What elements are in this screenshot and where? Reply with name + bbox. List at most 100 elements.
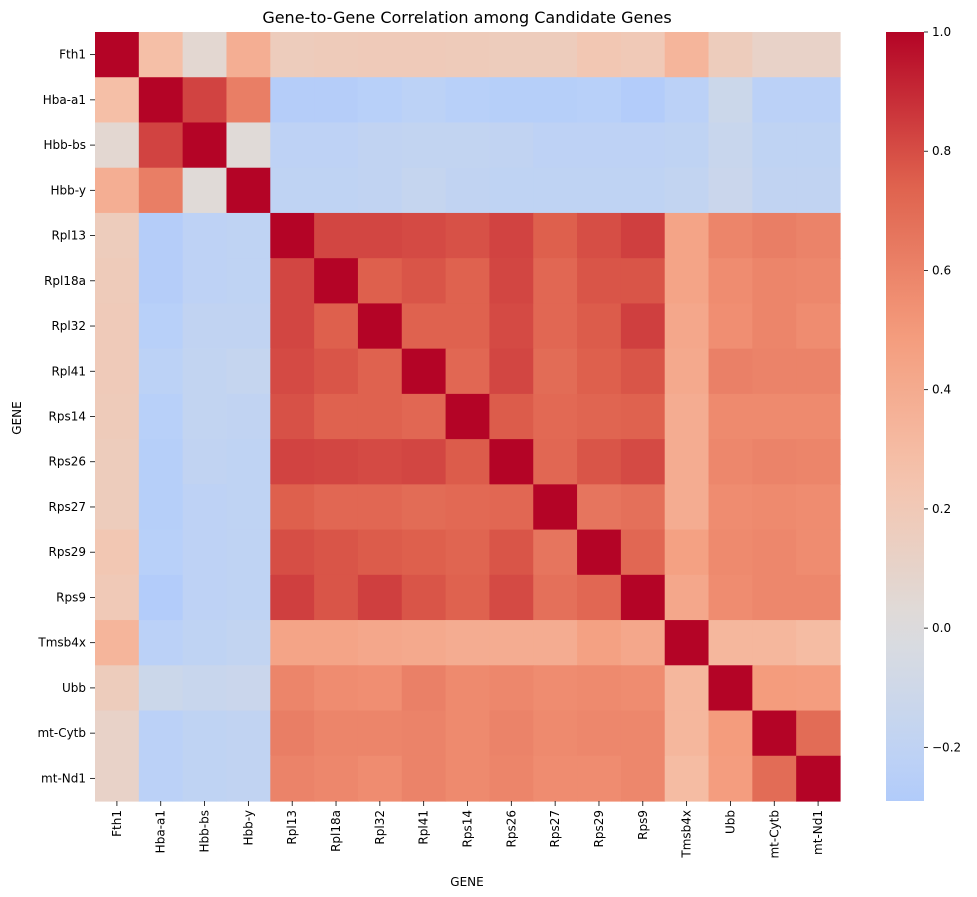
heatmap-cell [445, 529, 491, 576]
heatmap-cell [577, 348, 622, 395]
heatmap-cell [138, 212, 184, 259]
heatmap-cell [489, 484, 534, 531]
heatmap-cell [138, 710, 184, 757]
heatmap-cell [95, 620, 140, 666]
heatmap-cell [708, 348, 753, 395]
heatmap-cell [708, 529, 753, 576]
heatmap-cell [664, 620, 710, 666]
heatmap-cell [357, 393, 403, 440]
colorbar-tick-label: −0.2 [932, 740, 961, 754]
heatmap-cell [95, 167, 140, 214]
heatmap-cell [226, 529, 271, 576]
heatmap-cell [577, 665, 622, 712]
heatmap-cell [664, 303, 710, 350]
y-tick-label: Rps29 [49, 545, 86, 559]
heatmap-cell [708, 258, 753, 305]
heatmap-cell [138, 755, 184, 802]
heatmap-cell [270, 303, 315, 350]
heatmap-cell [664, 167, 710, 214]
heatmap-cell [577, 303, 622, 350]
heatmap-cell [226, 167, 271, 214]
heatmap-cell [796, 122, 841, 169]
x-tick-label: Hbb-bs [198, 810, 212, 852]
heatmap-cell [708, 32, 753, 78]
x-tick-label: Rpl41 [417, 810, 431, 845]
heatmap-cell [533, 574, 578, 621]
heatmap-cell [314, 620, 359, 666]
heatmap-cell [138, 77, 184, 124]
heatmap-cell [270, 484, 315, 531]
heatmap-cell [182, 439, 228, 485]
heatmap-cell [226, 32, 271, 78]
heatmap-cell [138, 258, 184, 305]
heatmap-cell [445, 122, 491, 169]
y-tick-label: Hbb-bs [44, 138, 86, 152]
heatmap-cell [138, 393, 184, 440]
heatmap-cell [314, 303, 359, 350]
colorbar-tick-label: 0.2 [932, 502, 951, 516]
heatmap-cell [314, 529, 359, 576]
heatmap-cell [620, 348, 666, 395]
heatmap-cell [708, 710, 753, 757]
heatmap-cell [708, 755, 753, 802]
heatmap-cell [796, 755, 841, 802]
y-tick-label: mt-Nd1 [41, 771, 86, 785]
heatmap-cell [445, 212, 491, 259]
y-tick-label: Rps26 [49, 455, 86, 469]
heatmap-cell [796, 529, 841, 576]
heatmap-cell [664, 484, 710, 531]
heatmap-cells [95, 32, 841, 802]
heatmap-cell [620, 620, 666, 666]
x-tick-label: Rps27 [548, 810, 562, 847]
x-tick-label: Ubb [723, 810, 737, 834]
heatmap-cell [226, 258, 271, 305]
heatmap-cell [445, 77, 491, 124]
heatmap-cell [620, 303, 666, 350]
heatmap-cell [401, 258, 447, 305]
heatmap-cell [796, 77, 841, 124]
x-tick-label: Rps9 [636, 810, 650, 840]
heatmap-cell [796, 393, 841, 440]
y-tick-label: Rpl32 [51, 319, 86, 333]
heatmap-cell [796, 574, 841, 621]
heatmap-cell [401, 348, 447, 395]
heatmap-cell [138, 167, 184, 214]
heatmap-cell [270, 77, 315, 124]
heatmap-cell [357, 710, 403, 757]
heatmap-cell [577, 574, 622, 621]
heatmap-cell [489, 303, 534, 350]
heatmap-cell [577, 393, 622, 440]
heatmap-cell [401, 122, 447, 169]
heatmap-cell [314, 710, 359, 757]
heatmap-cell [708, 393, 753, 440]
heatmap-cell [533, 710, 578, 757]
heatmap-cell [401, 710, 447, 757]
heatmap-cell [796, 32, 841, 78]
heatmap-cell [226, 574, 271, 621]
heatmap-cell [401, 574, 447, 621]
heatmap-cell [664, 710, 710, 757]
x-tick-labels: Fth1 Hba-a1 Hbb-bs Hbb-y Rpl13 Rpl18a Rpl32 Rpl… [110, 801, 825, 859]
heatmap-cell [270, 710, 315, 757]
heatmap-cell [620, 258, 666, 305]
heatmap-cell [182, 574, 228, 621]
heatmap-cell [489, 32, 534, 78]
heatmap-cell [445, 755, 491, 802]
heatmap-cell [95, 303, 140, 350]
heatmap-cell [445, 710, 491, 757]
heatmap-cell [357, 167, 403, 214]
heatmap-cell [445, 439, 491, 485]
heatmap-cell [270, 348, 315, 395]
heatmap-cell [796, 348, 841, 395]
heatmap-cell [620, 212, 666, 259]
heatmap-cell [445, 665, 491, 712]
heatmap-cell [182, 303, 228, 350]
heatmap-cell [620, 665, 666, 712]
heatmap-cell [796, 710, 841, 757]
heatmap-cell [226, 393, 271, 440]
heatmap-cell [445, 167, 491, 214]
chart-title: Gene-to-Gene Correlation among Candidate… [262, 8, 671, 27]
heatmap-cell [314, 574, 359, 621]
heatmap-cell [533, 77, 578, 124]
